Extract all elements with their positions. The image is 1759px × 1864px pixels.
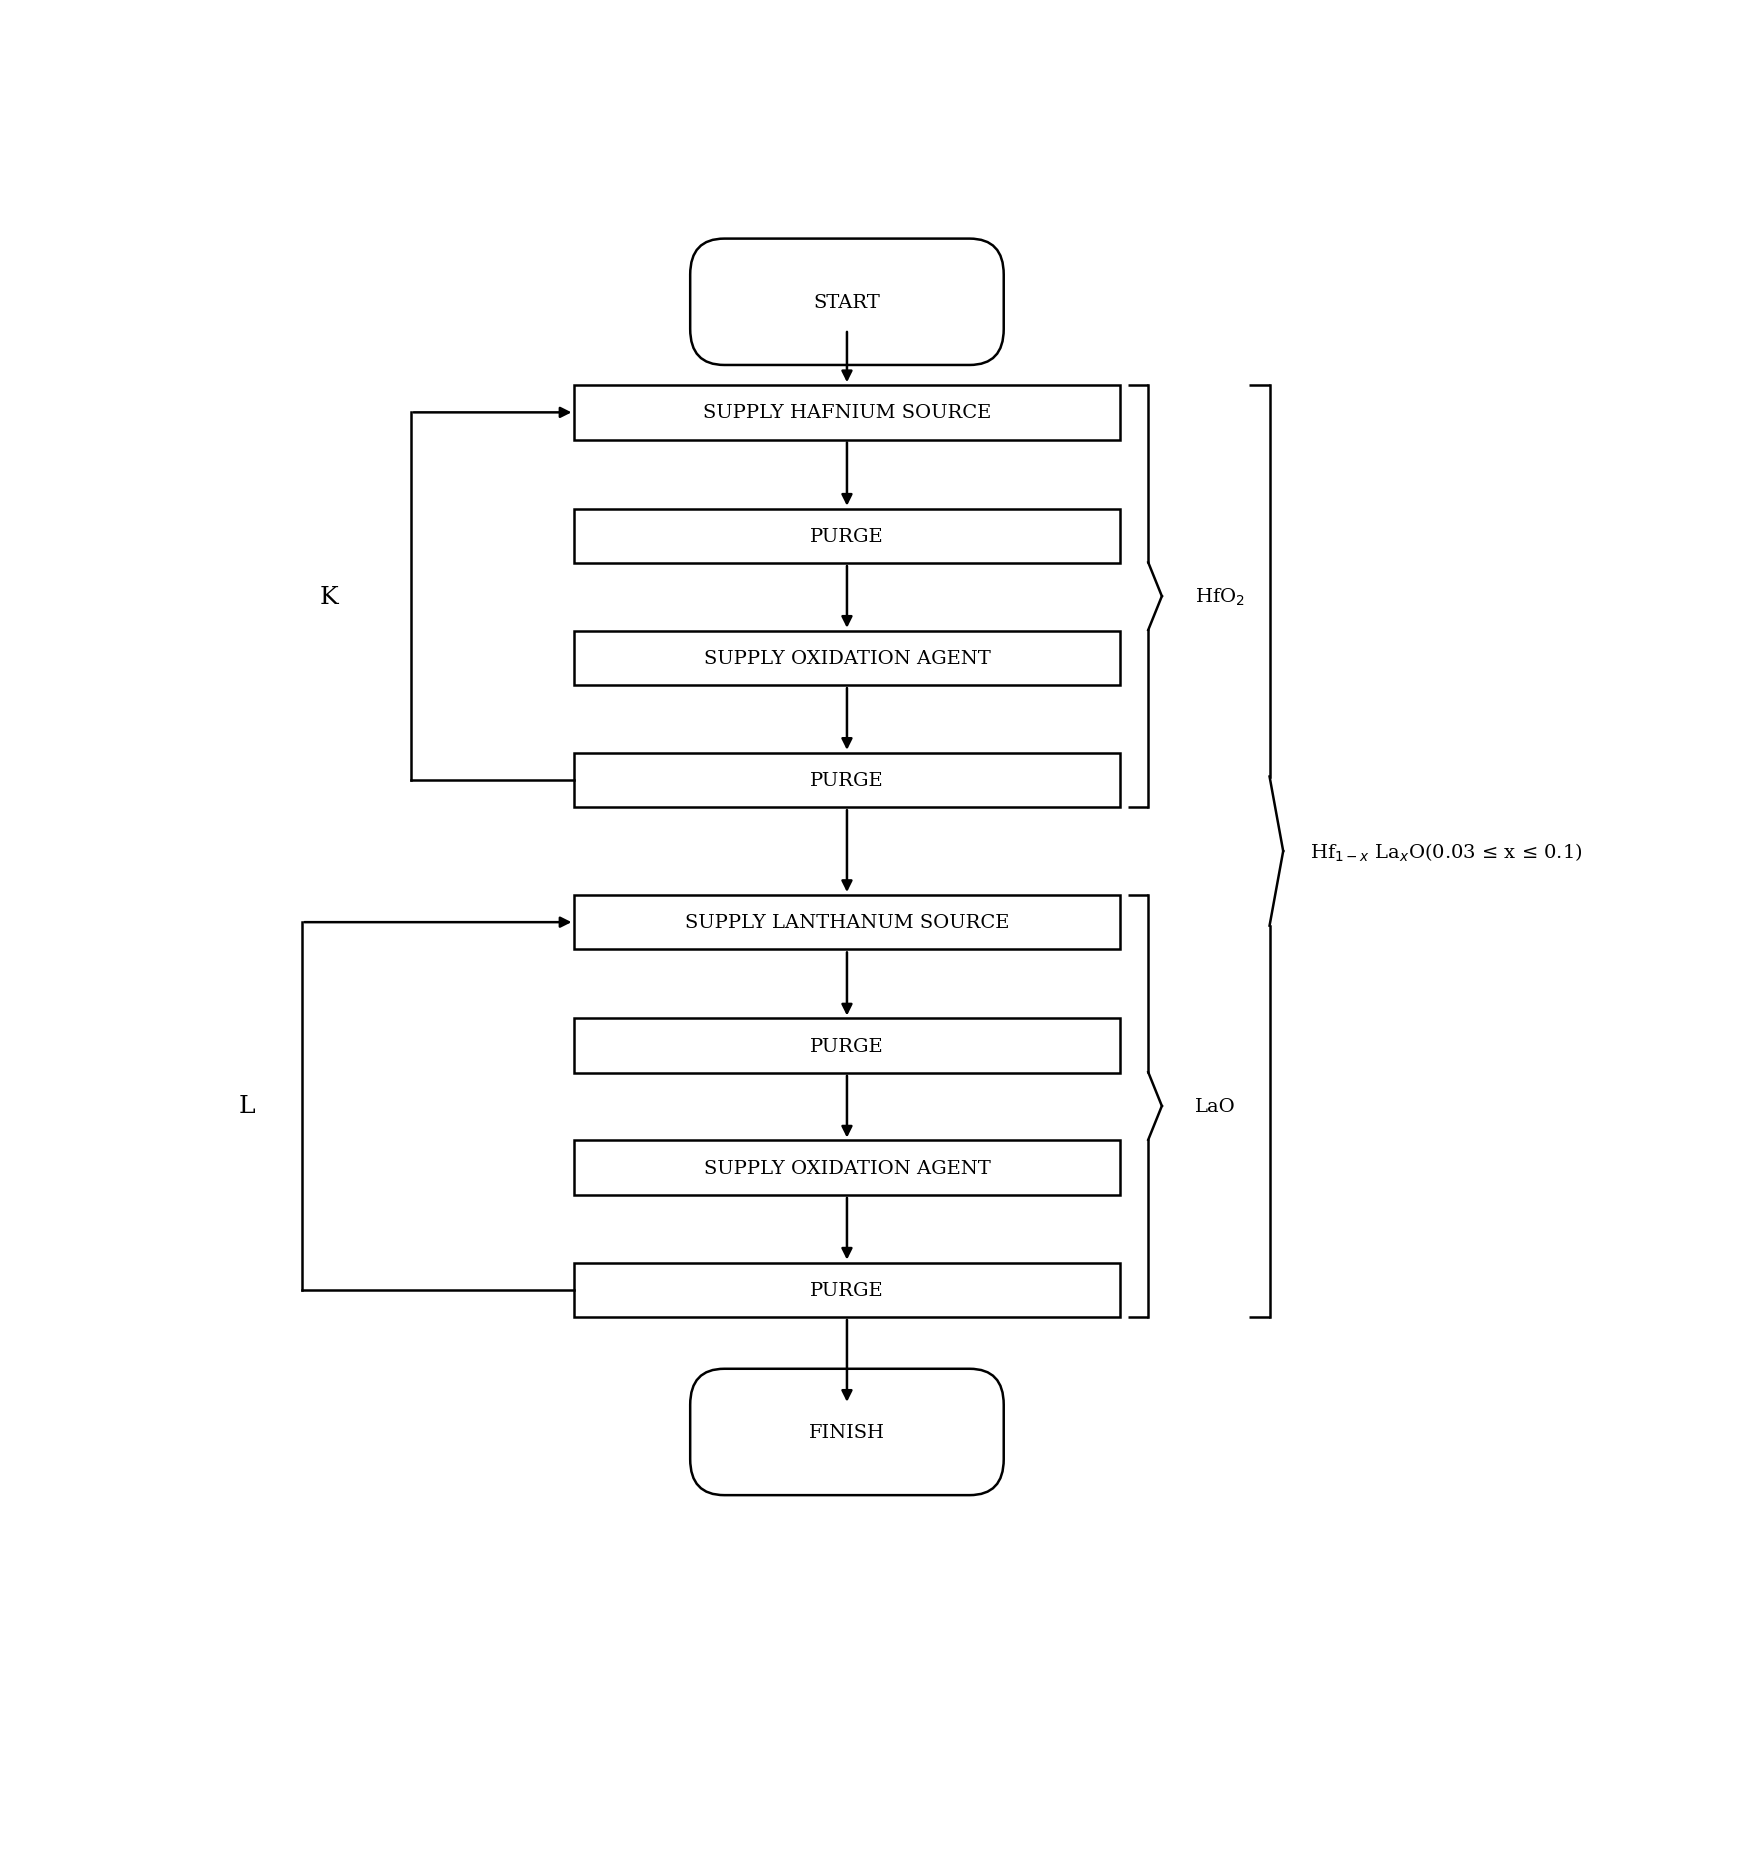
- Bar: [573, 753, 1120, 807]
- Text: PURGE: PURGE: [811, 772, 883, 790]
- Text: K: K: [320, 585, 338, 608]
- Bar: [573, 509, 1120, 563]
- FancyBboxPatch shape: [690, 239, 1004, 365]
- Bar: [573, 1262, 1120, 1318]
- Text: PURGE: PURGE: [811, 1036, 883, 1055]
- Text: SUPPLY LANTHANUM SOURCE: SUPPLY LANTHANUM SOURCE: [684, 913, 1010, 932]
- FancyBboxPatch shape: [690, 1368, 1004, 1495]
- Text: HfO$_2$: HfO$_2$: [1194, 585, 1244, 608]
- Text: SUPPLY HAFNIUM SOURCE: SUPPLY HAFNIUM SOURCE: [704, 404, 990, 421]
- Text: PURGE: PURGE: [811, 528, 883, 546]
- Bar: [573, 1020, 1120, 1074]
- Text: SUPPLY OXIDATION AGENT: SUPPLY OXIDATION AGENT: [704, 1159, 990, 1176]
- Text: SUPPLY OXIDATION AGENT: SUPPLY OXIDATION AGENT: [704, 649, 990, 667]
- Bar: [573, 1141, 1120, 1195]
- Text: Hf$_{1-x}$ La$_x$O(0.03 ≤ x ≤ 0.1): Hf$_{1-x}$ La$_x$O(0.03 ≤ x ≤ 0.1): [1310, 841, 1583, 863]
- Bar: [573, 632, 1120, 686]
- Text: PURGE: PURGE: [811, 1281, 883, 1299]
- Text: START: START: [813, 295, 881, 311]
- Bar: [573, 386, 1120, 440]
- Text: FINISH: FINISH: [809, 1424, 885, 1441]
- Bar: [573, 895, 1120, 951]
- Text: LaO: LaO: [1194, 1098, 1235, 1115]
- Text: L: L: [239, 1094, 255, 1118]
